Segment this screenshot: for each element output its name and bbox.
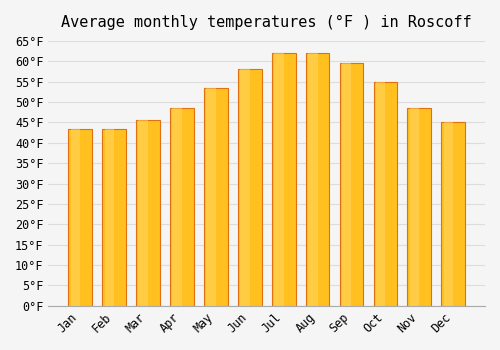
Bar [272,53,295,306]
Bar [206,88,216,306]
Bar [172,108,182,306]
Bar [102,128,126,306]
Bar [136,120,160,306]
Bar [104,128,114,306]
Bar [170,108,194,306]
Bar [408,108,431,306]
Bar [410,108,420,306]
Bar [204,88,228,306]
Bar [138,120,148,306]
Bar [342,63,351,306]
Bar [240,69,250,306]
Bar [68,128,92,306]
Bar [340,63,363,306]
Bar [442,122,465,306]
Bar [274,53,283,306]
Bar [444,122,454,306]
Bar [306,53,330,306]
Title: Average monthly temperatures (°F ) in Roscoff: Average monthly temperatures (°F ) in Ro… [62,15,472,30]
Bar [308,53,318,306]
Bar [374,82,398,306]
Bar [376,82,386,306]
Bar [70,128,80,306]
Bar [238,69,262,306]
